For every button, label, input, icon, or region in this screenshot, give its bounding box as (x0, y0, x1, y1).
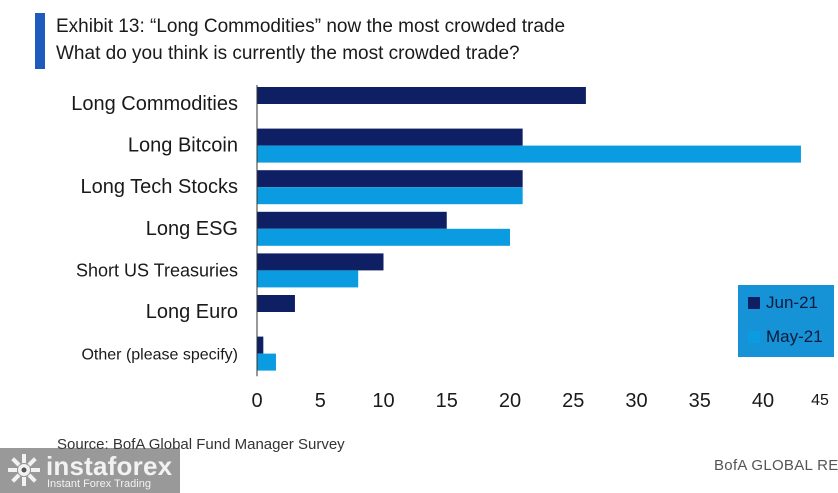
x-tick-label-45: 45 (811, 392, 829, 409)
bar-long-bitcoin-jun-21 (257, 128, 523, 146)
category-label-long-euro: Long Euro (146, 301, 238, 323)
legend-item-may21: May-21 (748, 327, 823, 347)
bar-long-esg-jun-21 (257, 211, 447, 229)
bar-long-tech-stocks-jun-21 (257, 170, 523, 188)
category-label-long-esg: Long ESG (146, 218, 238, 240)
x-tick-label-40: 40 (752, 390, 774, 412)
category-label-other-please-specify: Other (please specify) (81, 347, 238, 364)
x-tick-label-35: 35 (689, 390, 711, 412)
category-label-long-bitcoin: Long Bitcoin (128, 135, 238, 157)
bar-long-commodities-jun-21 (257, 87, 586, 104)
watermark-name: instaforex (46, 451, 173, 481)
bar-long-bitcoin-may-21 (257, 145, 801, 163)
x-tick-label-0: 0 (251, 390, 262, 412)
brand-footer: BofA GLOBAL RE (714, 457, 838, 474)
legend-label-may21: May-21 (766, 327, 823, 346)
legend-label-jun21: Jun-21 (766, 293, 818, 312)
category-label-long-tech-stocks: Long Tech Stocks (80, 176, 238, 198)
x-tick-label-5: 5 (315, 390, 326, 412)
x-tick-label-15: 15 (436, 390, 458, 412)
x-tick-label-25: 25 (562, 390, 584, 412)
x-tick-label-20: 20 (499, 390, 521, 412)
legend-swatch-may21 (748, 331, 760, 343)
chart-legend: Jun-21 May-21 (738, 285, 834, 357)
title-accent-bar (35, 13, 45, 69)
legend-item-jun21: Jun-21 (748, 293, 818, 313)
bar-long-euro-jun-21 (257, 295, 295, 312)
x-tick-label-30: 30 (625, 390, 647, 412)
exhibit-title: Exhibit 13: “Long Commodities” now the m… (56, 16, 566, 37)
bar-long-esg-may-21 (257, 228, 510, 246)
bar-other-please-specify-may-21 (257, 353, 276, 371)
watermark: instaforex Instant Forex Trading (0, 448, 180, 493)
bar-short-us-treasuries-jun-21 (257, 253, 384, 271)
x-tick-label-10: 10 (372, 390, 394, 412)
category-label-long-commodities: Long Commodities (71, 93, 238, 115)
bar-long-tech-stocks-may-21 (257, 187, 523, 205)
bar-short-us-treasuries-may-21 (257, 270, 359, 288)
exhibit-subtitle: What do you think is currently the most … (56, 43, 520, 64)
category-label-short-us-treasuries: Short US Treasuries (76, 260, 238, 280)
legend-swatch-jun21 (748, 297, 760, 309)
instaforex-logo-icon (8, 454, 40, 486)
bar-other-please-specify-jun-21 (257, 336, 264, 354)
watermark-tagline: Instant Forex Trading (47, 478, 151, 490)
